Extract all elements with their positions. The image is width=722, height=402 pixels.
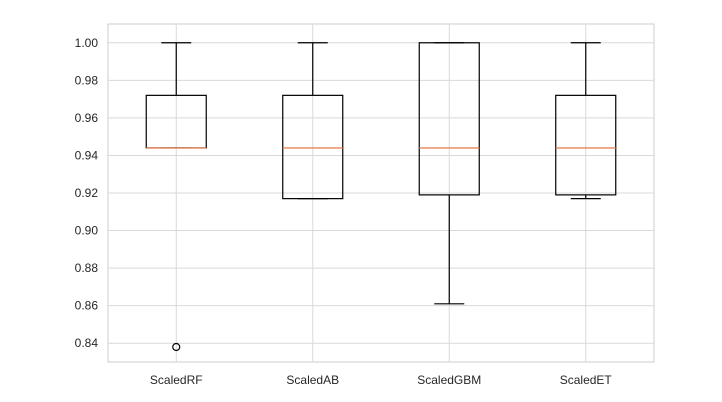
y-tick-label: 0.84	[75, 336, 99, 350]
y-tick-label: 0.86	[75, 299, 99, 313]
y-tick-label: 0.88	[75, 261, 99, 275]
y-tick-label: 0.94	[75, 148, 99, 162]
boxes	[145, 42, 617, 352]
y-tick-label: 0.92	[75, 186, 99, 200]
y-tick-label: 0.96	[75, 111, 99, 125]
x-tick-label: ScaledAB	[286, 373, 339, 387]
iqr-box	[555, 94, 617, 196]
y-tick-label: 1.00	[75, 36, 99, 50]
outlier-point	[172, 342, 181, 352]
y-tick-label: 0.90	[75, 224, 99, 238]
iqr-box	[282, 94, 344, 200]
box-scaledgbm	[418, 42, 480, 305]
y-tick-labels: 0.84 0.86 0.88 0.90 0.92 0.94 0.96 0.98 1.00	[75, 36, 99, 350]
y-gridlines	[108, 42, 654, 344]
box-scaledrf	[145, 42, 207, 352]
y-tick-label: 0.98	[75, 73, 99, 87]
x-tick-labels: ScaledRF ScaledAB ScaledGBM ScaledET	[150, 373, 613, 387]
iqr-box	[418, 42, 480, 196]
box-scaledab	[282, 42, 344, 200]
x-tick-label: ScaledRF	[150, 373, 203, 387]
x-tick-label: ScaledET	[560, 373, 613, 387]
box-scaledet	[555, 42, 617, 200]
x-tick-label: ScaledGBM	[417, 373, 481, 387]
